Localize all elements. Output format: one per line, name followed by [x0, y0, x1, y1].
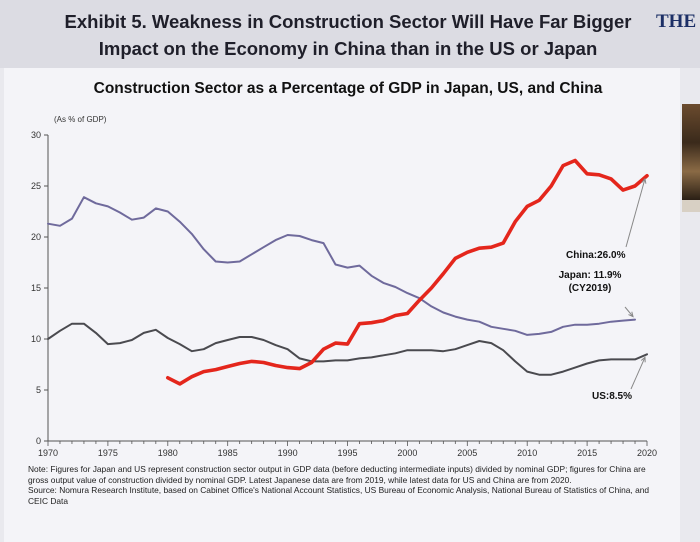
x-tick-label: 1980 — [158, 448, 178, 458]
video-thumbnail-strip — [682, 104, 700, 200]
annotation-arrow-us — [630, 357, 646, 390]
annotation-arrowhead-us — [640, 356, 646, 363]
x-tick-label: 1970 — [38, 448, 58, 458]
x-tick-label: 1985 — [218, 448, 238, 458]
x-tick-label: 1975 — [98, 448, 118, 458]
y-tick-label: 20 — [31, 232, 41, 242]
annotation-sublabel-japan: (CY2019) — [569, 283, 612, 294]
footnote-source: Source: Nomura Research Institute, based… — [28, 485, 650, 506]
brand-logo: THE ↗ — [656, 10, 700, 33]
annotation-label-japan: Japan: 11.9% — [559, 270, 622, 281]
y-tick-label: 15 — [31, 283, 41, 293]
x-tick-label: 1995 — [337, 448, 357, 458]
chart-panel — [4, 68, 680, 542]
y-tick-label: 10 — [31, 334, 41, 344]
y-tick-label: 25 — [31, 181, 41, 191]
exhibit-title-line-2: Impact on the Economy in China than in t… — [98, 38, 598, 59]
annotation-label-china: China:26.0% — [566, 250, 626, 261]
y-axis-label: (As % of GDP) — [54, 115, 107, 124]
annotation-arrow-china — [625, 178, 646, 248]
x-tick-label: 2020 — [637, 448, 657, 458]
x-tick-label: 2015 — [577, 448, 597, 458]
x-tick-label: 2005 — [457, 448, 477, 458]
y-tick-label: 30 — [31, 130, 41, 140]
chart-footnote: Note: Figures for Japan and US represent… — [28, 464, 668, 506]
chart-title: Construction Sector as a Percentage of G… — [93, 80, 603, 97]
annotation-label-us: US:8.5% — [592, 391, 632, 402]
series-line-china — [166, 158, 649, 386]
exhibit-title: Exhibit 5. Weakness in Construction Sect… — [48, 8, 648, 62]
x-tick-label: 2000 — [397, 448, 417, 458]
footnote-note: Note: Figures for Japan and US represent… — [28, 464, 646, 485]
annotation-arrowhead-japan — [628, 311, 634, 318]
brand-logo-text: THE — [656, 11, 697, 32]
video-thumbnail-caption — [682, 200, 700, 212]
header-bar: Exhibit 5. Weakness in Construction Sect… — [0, 0, 700, 68]
series-line-us — [47, 322, 648, 376]
annotation-arrowhead-china — [641, 177, 647, 184]
y-tick-label: 5 — [36, 385, 41, 395]
x-tick-label: 1990 — [278, 448, 298, 458]
series-line-japan — [47, 196, 636, 336]
annotation-arrow-japan — [624, 306, 634, 317]
y-tick-label: 0 — [36, 436, 41, 446]
exhibit-title-line-1: Exhibit 5. Weakness in Construction Sect… — [64, 11, 632, 32]
x-tick-label: 2010 — [517, 448, 537, 458]
